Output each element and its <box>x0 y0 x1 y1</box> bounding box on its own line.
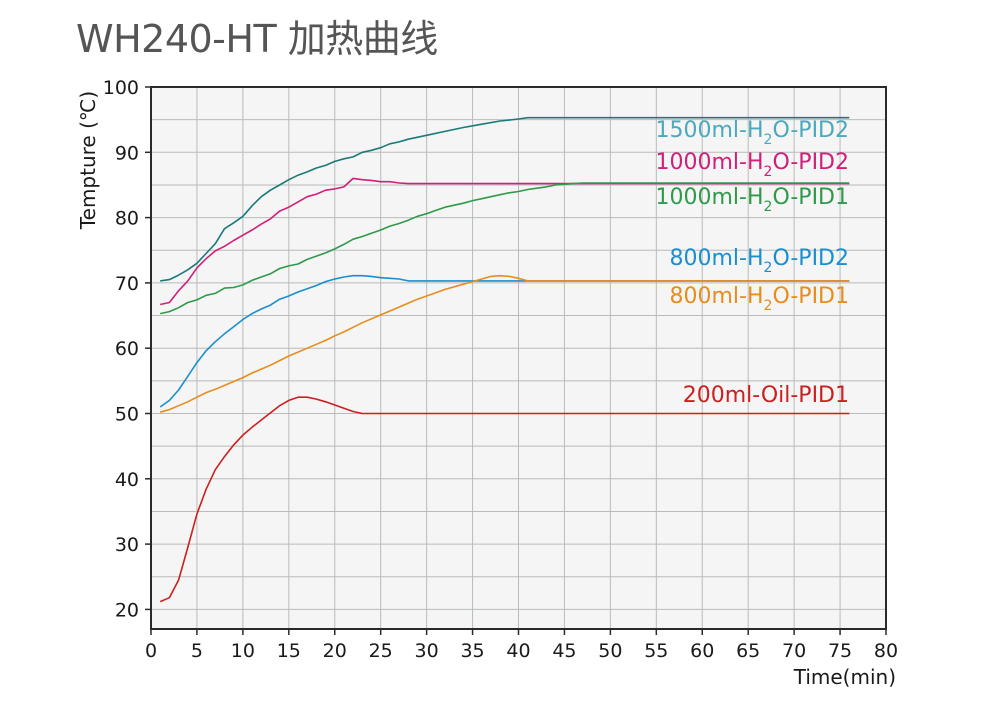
x-tick-label: 30 <box>415 640 439 662</box>
x-tick-label: 10 <box>231 640 255 662</box>
series-label-text: O-PID1 <box>772 185 849 210</box>
x-tick-label: 50 <box>598 640 622 662</box>
series-label-subscript: 2 <box>764 199 773 215</box>
series-labels: 1500ml-H2O-PID21000ml-H2O-PID21000ml-H2O… <box>656 118 850 408</box>
x-tick-label: 15 <box>277 640 301 662</box>
x-tick-label: 0 <box>145 640 157 662</box>
x-axis-label: Time(min) <box>793 665 896 689</box>
series-label-text: 200ml-Oil-PID1 <box>683 383 849 408</box>
series-label-subscript: 2 <box>764 260 773 276</box>
series-layer <box>159 116 850 603</box>
series-label-text: 800ml-H <box>670 246 764 271</box>
series-label-subscript: 2 <box>764 132 773 148</box>
series-label-text: 1000ml-H <box>656 150 764 175</box>
x-tick-label: 65 <box>736 640 760 662</box>
y-tick-label: 80 <box>115 208 139 230</box>
y-tick-label: 40 <box>115 469 139 491</box>
series-line-1 <box>160 177 850 306</box>
x-tick-label: 40 <box>506 640 530 662</box>
chart-title: WH240-HT 加热曲线 <box>76 17 438 61</box>
x-tick-label: 55 <box>644 640 668 662</box>
series-label-subscript: 2 <box>764 164 773 180</box>
x-axis-ticks: 0 5 10 15 20 25 30 35 40 45 50 55 60 65 70 75 80 <box>145 629 898 662</box>
series-label-4: 800ml-H2O-PID1 <box>670 284 850 314</box>
series-label-text: O-PID1 <box>772 284 849 309</box>
y-tick-label: 60 <box>115 338 139 360</box>
y-tick-label: 100 <box>103 77 139 99</box>
y-tick-label: 20 <box>115 599 139 621</box>
grid <box>151 87 886 629</box>
series-line-4 <box>159 274 850 413</box>
series-line-5 <box>159 396 850 603</box>
series-label-text: 1500ml-H <box>656 118 764 143</box>
series-label-text: O-PID2 <box>772 246 849 271</box>
y-tick-label: 50 <box>115 404 139 426</box>
x-tick-label: 80 <box>874 640 898 662</box>
series-label-2: 1000ml-H2O-PID1 <box>656 185 850 215</box>
series-line-0 <box>160 116 850 282</box>
series-label-subscript: 2 <box>764 298 773 314</box>
series-label-text: O-PID2 <box>772 150 849 175</box>
y-axis-ticks: 20 30 40 50 60 70 80 90 100 <box>103 77 151 621</box>
series-label-text: O-PID2 <box>772 118 849 143</box>
y-tick-label: 90 <box>115 142 139 164</box>
series-label-text: 800ml-H <box>670 284 764 309</box>
y-tick-label: 30 <box>115 534 139 556</box>
x-tick-label: 75 <box>828 640 852 662</box>
series-label-3: 800ml-H2O-PID2 <box>670 246 850 276</box>
series-label-0: 1500ml-H2O-PID2 <box>656 118 850 148</box>
series-label-1: 1000ml-H2O-PID2 <box>656 150 850 180</box>
series-line-3 <box>159 274 850 408</box>
x-tick-label: 45 <box>552 640 576 662</box>
series-label-text: 1000ml-H <box>656 185 764 210</box>
y-axis-label: Tempture (℃) <box>76 91 100 230</box>
x-tick-label: 5 <box>191 640 203 662</box>
x-tick-label: 25 <box>369 640 393 662</box>
y-tick-label: 70 <box>115 273 139 295</box>
x-tick-label: 70 <box>782 640 806 662</box>
series-label-5: 200ml-Oil-PID1 <box>683 383 849 408</box>
series-line-2 <box>160 182 850 315</box>
x-tick-label: 20 <box>323 640 347 662</box>
x-tick-label: 60 <box>690 640 714 662</box>
x-tick-label: 35 <box>460 640 484 662</box>
